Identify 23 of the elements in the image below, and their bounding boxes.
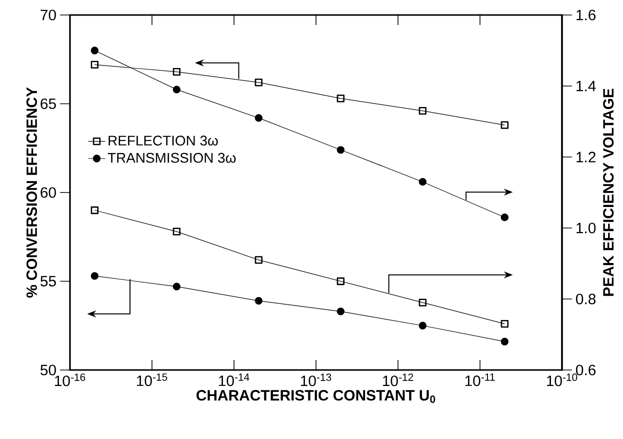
y2-axis-title: PEAK EFFICIENCY VOLTAGE (603, 88, 614, 296)
y-tick-label: 70 (40, 10, 56, 20)
legend-label: TRANSMISSION 3ω (108, 152, 236, 163)
x-tick-label: 10$^{-16}$ (55, 374, 86, 386)
legend-label: REFLECTION 3ω (108, 136, 218, 146)
y2-tick-label: 1.4 (576, 80, 596, 92)
x-tick-label: 10$^{-15}$ (137, 374, 168, 386)
y2-tick-label: 1.6 (576, 10, 596, 20)
y2-tick-label: 0.8 (576, 294, 596, 304)
x-tick-label: 10$^{-14}$ (219, 374, 250, 386)
x-tick-label: 10$^{-10}$ (547, 374, 578, 386)
y-tick-label: 50 (40, 364, 56, 376)
y-tick-label: 55 (40, 276, 56, 286)
x-axis-title: CHARACTERISTIC CONSTANT U$_{0}$ (196, 390, 436, 403)
y2-tick-label: 1.0 (576, 222, 596, 234)
x-tick-label: 10$^{-13}$ (301, 374, 332, 386)
y-tick-label: 60 (40, 187, 56, 198)
y-tick-label: 65 (40, 98, 56, 110)
y2-tick-label: 0.6 (576, 364, 596, 376)
y-axis-title: % CONVERSION EFFICIENCY (26, 87, 38, 298)
y2-tick-label: 1.2 (576, 152, 596, 162)
x-tick-label: 10$^{-12}$ (383, 374, 414, 386)
x-tick-label: 10$^{-11}$ (465, 374, 495, 386)
